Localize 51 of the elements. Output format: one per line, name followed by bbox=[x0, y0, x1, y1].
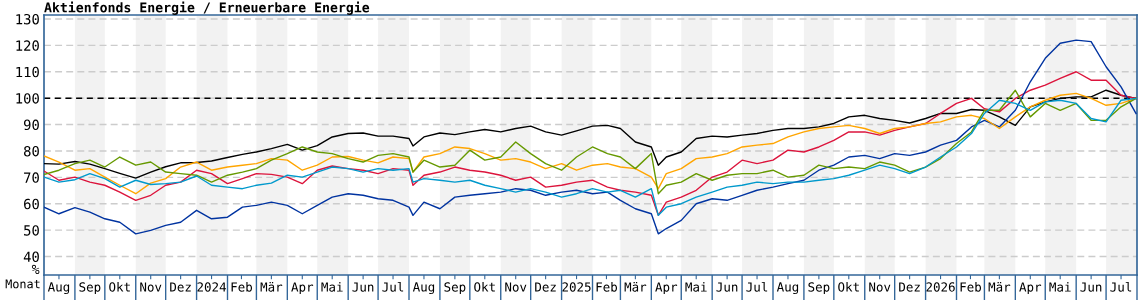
y-tick-label: 100 bbox=[16, 93, 39, 104]
x-tick-label: Jul bbox=[746, 281, 768, 292]
x-tick-label: Aug bbox=[412, 282, 435, 295]
y-tick-label: 90 bbox=[23, 119, 39, 131]
x-axis-title: Monat bbox=[5, 279, 40, 289]
x-tick-label: 2025 bbox=[562, 282, 591, 292]
x-tick-label: Jun bbox=[352, 282, 374, 292]
x-tick-label: Nov bbox=[869, 282, 891, 292]
x-tick-label: Mai bbox=[685, 282, 707, 292]
x-tick-label: Jun bbox=[1080, 282, 1102, 292]
x-tick-label: Nov bbox=[505, 282, 527, 292]
x-tick-label: Dez bbox=[170, 282, 191, 292]
x-tick-label: Aug bbox=[47, 282, 70, 295]
x-tick-label: Feb bbox=[596, 282, 618, 292]
x-tick-label: Okt bbox=[109, 282, 130, 292]
y-tick-label: 130 bbox=[16, 13, 39, 25]
x-tick-label: 2026 bbox=[926, 282, 955, 292]
chart-title: Aktienfonds Energie / Erneuerbare Energie bbox=[44, 1, 370, 15]
x-tick-label: Mär bbox=[260, 282, 283, 292]
y-tick-label: 60 bbox=[24, 198, 39, 210]
x-tick-label: Sep bbox=[79, 282, 101, 295]
x-tick-label: Sep bbox=[444, 282, 466, 295]
x-tick-label: Sep bbox=[808, 282, 830, 295]
x-tick-label: Jul bbox=[382, 281, 404, 292]
x-tick-label: Dez bbox=[899, 282, 920, 292]
y-tick-label: 80 bbox=[24, 145, 39, 157]
x-tick-label: Nov bbox=[140, 282, 162, 292]
y-tick-label: 40 bbox=[23, 251, 39, 263]
x-tick-label: Apr bbox=[291, 282, 314, 295]
x-tick-label: Apr bbox=[1019, 282, 1042, 295]
x-tick-label: Okt bbox=[838, 282, 859, 292]
x-tick-label: Apr bbox=[655, 282, 678, 295]
x-tick-label: Okt bbox=[474, 282, 495, 292]
x-tick-label: Mai bbox=[321, 282, 343, 292]
x-tick-label: Jul bbox=[1110, 281, 1132, 292]
x-tick-label: Aug bbox=[776, 282, 799, 295]
y-tick-label: 50 bbox=[24, 225, 39, 236]
y-tick-label: 120 bbox=[16, 40, 39, 51]
x-tick-label: Dez bbox=[535, 282, 556, 292]
y-tick-label: 70 bbox=[24, 172, 39, 183]
x-tick-label: Mär bbox=[624, 282, 647, 292]
x-tick-label: Mär bbox=[988, 282, 1011, 292]
x-tick-label: Feb bbox=[960, 282, 982, 292]
x-tick-label: Jun bbox=[716, 282, 738, 292]
y-axis-title: % bbox=[31, 264, 40, 274]
line-series bbox=[44, 97, 1137, 217]
x-tick-label: 2024 bbox=[197, 282, 226, 292]
line-series bbox=[44, 39, 1137, 235]
x-tick-label: Mai bbox=[1049, 282, 1071, 292]
x-tick-label: Feb bbox=[231, 282, 253, 292]
y-tick-label: 110 bbox=[16, 66, 39, 78]
